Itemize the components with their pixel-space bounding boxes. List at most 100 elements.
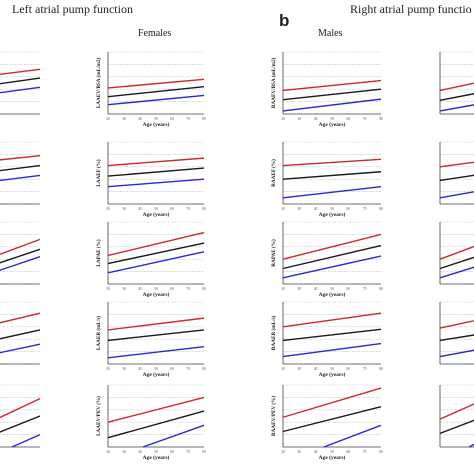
series-blue-line [0, 343, 41, 354]
y-axis-label: LAAEV/PEV (%) [95, 396, 102, 436]
series-black-line [107, 242, 205, 265]
series-black-line [107, 167, 205, 177]
series-blue-line [107, 178, 205, 188]
x-tick-label: 80 [202, 367, 206, 371]
series-black-line [282, 88, 382, 101]
x-tick-label: 30 [298, 450, 302, 454]
series-red-line [0, 398, 41, 419]
series-blue-line [468, 443, 474, 448]
x-tick-label: 20 [106, 367, 110, 371]
series-red-line [107, 157, 205, 167]
x-tick-label: 70 [363, 450, 367, 454]
x-tick-label: 20 [281, 207, 285, 211]
series-blue-line [439, 104, 474, 112]
x-axis-label: Age (years) [319, 291, 346, 298]
x-axis-label: Age (years) [319, 371, 346, 378]
x-tick-label: 80 [379, 450, 383, 454]
series-red-line [439, 161, 474, 168]
x-axis-label: Age (years) [143, 291, 170, 298]
x-tick-label: 60 [347, 450, 351, 454]
x-tick-label: 50 [330, 117, 334, 121]
series-red-line [107, 396, 205, 423]
series-red-line [107, 231, 205, 257]
x-tick-label: 70 [186, 367, 190, 371]
x-tick-label: 80 [202, 117, 206, 121]
series-black-line [0, 329, 41, 340]
x-axis-label: Age (years) [143, 454, 170, 461]
x-tick-label: 20 [106, 450, 110, 454]
series-red-line [0, 312, 41, 324]
x-tick-label: 50 [154, 207, 158, 211]
x-tick-label: 60 [170, 207, 174, 211]
x-tick-label: 80 [379, 207, 383, 211]
series-black-line [282, 406, 382, 433]
x-tick-label: 70 [186, 117, 190, 121]
x-tick-label: 40 [138, 207, 142, 211]
y-axis-label: LAAEV/BSA (mL/m2) [95, 58, 102, 109]
x-tick-label: 60 [170, 117, 174, 121]
y-axis-label: LAAEF (%) [95, 159, 102, 187]
x-tick-label: 20 [281, 117, 285, 121]
series-black-line [439, 93, 474, 102]
x-tick-label: 40 [138, 117, 142, 121]
series-black-line [0, 415, 41, 433]
series-blue-line [107, 345, 205, 359]
series-blue-line [282, 185, 382, 199]
x-tick-label: 70 [186, 450, 190, 454]
series-blue-line [142, 424, 205, 448]
left-figure-title: Left atrial pump function [12, 2, 133, 16]
x-tick-label: 50 [330, 450, 334, 454]
series-red-line [282, 79, 382, 92]
series-red-line [439, 245, 474, 260]
series-red-line [0, 238, 41, 255]
series-black-line [282, 244, 382, 270]
series-black-line [107, 329, 205, 342]
x-tick-label: 70 [363, 367, 367, 371]
x-tick-label: 30 [298, 367, 302, 371]
x-tick-label: 60 [347, 367, 351, 371]
series-red-line [282, 387, 382, 418]
series-red-line [439, 82, 474, 92]
x-tick-label: 40 [314, 367, 318, 371]
x-tick-label: 30 [298, 287, 302, 291]
series-black-line [0, 77, 41, 85]
x-tick-label: 70 [363, 287, 367, 291]
x-axis-label: Age (years) [319, 121, 346, 128]
series-red-line [282, 158, 382, 167]
series-red-line [0, 68, 41, 76]
series-red-line [439, 403, 474, 420]
y-axis-label: LAAER (mL/s) [95, 316, 102, 350]
x-tick-label: 40 [314, 287, 318, 291]
x-axis-label: Age (years) [143, 211, 170, 218]
x-tick-label: 60 [347, 207, 351, 211]
x-axis-label: Age (years) [143, 371, 170, 378]
x-tick-label: 40 [314, 117, 318, 121]
series-black-line [282, 328, 382, 342]
y-axis-label: RAAER (mL/s) [270, 316, 277, 351]
x-tick-label: 70 [363, 117, 367, 121]
x-tick-label: 60 [170, 367, 174, 371]
x-tick-label: 80 [202, 450, 206, 454]
x-tick-label: 80 [202, 207, 206, 211]
y-axis-label: RAAEF (%) [270, 159, 277, 187]
x-tick-label: 50 [154, 367, 158, 371]
y-axis-label: LAPAE (%) [95, 239, 102, 266]
x-tick-label: 20 [106, 117, 110, 121]
x-tick-label: 80 [379, 287, 383, 291]
series-blue-line [282, 342, 382, 358]
x-tick-label: 50 [330, 207, 334, 211]
x-tick-label: 30 [122, 117, 126, 121]
x-tick-label: 80 [379, 117, 383, 121]
series-blue-line [0, 256, 41, 271]
x-tick-label: 40 [138, 367, 142, 371]
x-tick-label: 50 [154, 287, 158, 291]
x-axis-label: Age (years) [319, 454, 346, 461]
x-tick-label: 50 [330, 287, 334, 291]
series-blue-line [323, 424, 382, 448]
series-black-line [439, 334, 474, 342]
series-black-line [0, 164, 41, 172]
panel-b-label: b [279, 11, 290, 30]
x-tick-label: 60 [347, 117, 351, 121]
x-tick-label: 80 [202, 287, 206, 291]
